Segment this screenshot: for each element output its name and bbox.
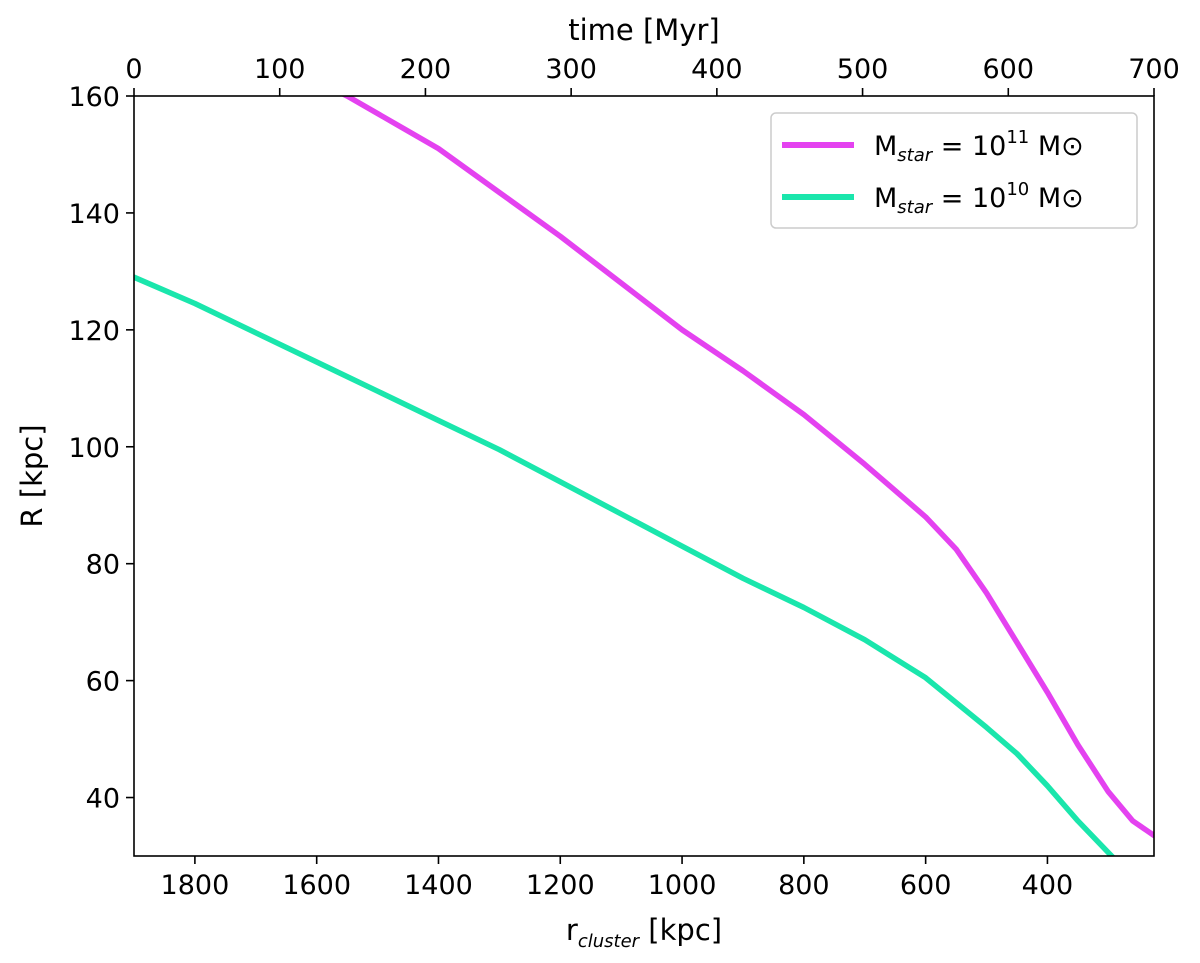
- y-tick-label: 60: [86, 667, 120, 698]
- y-tick-label: 100: [68, 433, 120, 464]
- y-tick-label: 120: [68, 316, 120, 347]
- series-line-2: [134, 274, 1116, 856]
- x-tick-label: 600: [900, 870, 952, 901]
- x2-tick-label: 100: [254, 54, 306, 85]
- y-tick-label: 160: [68, 82, 120, 113]
- y-axis: 40 60 80 100 120 140 160: [68, 82, 134, 815]
- x-axis-label-subscript: cluster: [578, 931, 641, 952]
- x2-tick-label: 500: [837, 54, 889, 85]
- legend-box: [770, 112, 1138, 229]
- y-axis-label: R [kpc]: [15, 424, 49, 527]
- y-tick-label: 40: [86, 784, 120, 815]
- x-axis-bottom: 1800 1600 1400 1200 1000 800 600 400: [161, 856, 1074, 901]
- x2-tick-label: 700: [1128, 54, 1180, 85]
- y-tick-label: 140: [68, 199, 120, 230]
- x2-axis-label: time [Myr]: [568, 13, 719, 47]
- x2-tick-label: 300: [545, 54, 597, 85]
- legend-entry-2: Mstar = 1010 M⊙: [874, 179, 1084, 218]
- x2-tick-label: 400: [691, 54, 743, 85]
- legend-entry-1: Mstar = 1011 M⊙: [874, 127, 1084, 166]
- x-axis-top: 0 100 200 300 400 500 600 700: [125, 54, 1180, 96]
- x-tick-label: 400: [1022, 870, 1074, 901]
- series-line-1: [340, 96, 1154, 839]
- x-tick-label: 1200: [526, 870, 595, 901]
- x2-tick-label: 200: [400, 54, 452, 85]
- x2-tick-label: 0: [125, 54, 142, 85]
- plot-frame: [133, 95, 1155, 857]
- x-tick-label: 1600: [282, 870, 351, 901]
- y-tick-label: 80: [86, 550, 120, 581]
- x-axis-label: rcluster [kpc]: [566, 913, 722, 952]
- x2-tick-label: 600: [983, 54, 1035, 85]
- series-layer: [134, 96, 1154, 856]
- x-tick-label: 1400: [404, 870, 473, 901]
- x-tick-label: 1800: [161, 870, 230, 901]
- x-tick-label: 1000: [648, 870, 717, 901]
- legend: Mstar = 1011 M⊙ Mstar = 1010 M⊙: [770, 112, 1138, 229]
- x-tick-label: 800: [778, 870, 830, 901]
